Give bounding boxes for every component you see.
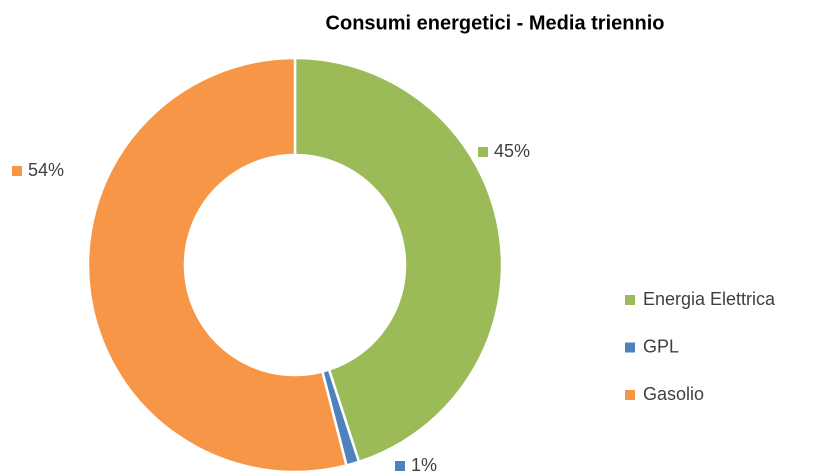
data-label: 45% xyxy=(494,141,530,161)
legend-label: GPL xyxy=(643,336,679,356)
data-label: 1% xyxy=(411,455,437,475)
data-label: 54% xyxy=(28,160,64,180)
legend-key xyxy=(625,342,635,353)
donut-slice xyxy=(293,56,504,464)
donut-slice xyxy=(86,56,349,474)
legend-key xyxy=(625,295,635,305)
legend-key xyxy=(625,390,635,400)
data-label-key xyxy=(395,461,405,471)
data-label-key xyxy=(12,166,22,176)
legend-label: Gasolio xyxy=(643,384,704,404)
data-label-key xyxy=(478,147,488,157)
legend-label: Energia Elettrica xyxy=(643,289,776,309)
chart-title: Consumi energetici - Media triennio xyxy=(326,12,665,34)
